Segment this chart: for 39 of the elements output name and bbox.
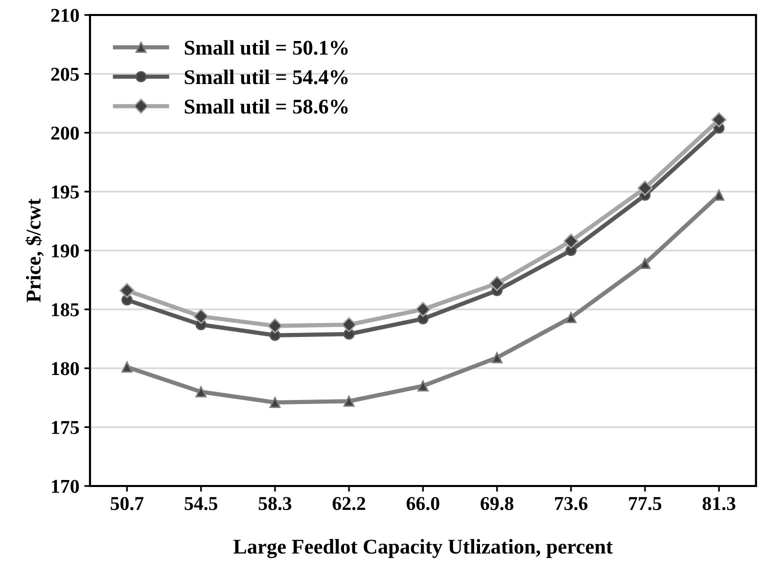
x-tick-label: 50.7 bbox=[110, 496, 144, 510]
y-tick-label: 200 bbox=[51, 126, 79, 140]
y-tick-label: 205 bbox=[51, 68, 79, 81]
y-tick-label: 175 bbox=[52, 421, 79, 434]
point bbox=[415, 302, 431, 317]
x-tick-label: 62.2 bbox=[332, 497, 366, 510]
y-tick-label: 195 bbox=[52, 185, 79, 199]
y-axis-title: Price, $/cwt bbox=[25, 198, 44, 302]
legend-label: Small util = 50.1% bbox=[184, 40, 348, 55]
point bbox=[565, 312, 577, 324]
point bbox=[341, 317, 357, 332]
point bbox=[637, 180, 653, 196]
point bbox=[269, 396, 281, 408]
point bbox=[193, 308, 209, 324]
point bbox=[119, 282, 135, 298]
x-tick-label: 77.5 bbox=[629, 497, 662, 510]
x-tick-label: 69.8 bbox=[480, 496, 514, 510]
point bbox=[121, 362, 133, 373]
y-tick-label: 170 bbox=[52, 480, 79, 493]
x-tick-label: 66.0 bbox=[406, 496, 440, 510]
x-tick-label: 81.3 bbox=[702, 496, 736, 510]
point bbox=[711, 112, 727, 128]
x-axis-title: Large Feedlot Capacity Utlization, percent bbox=[233, 539, 613, 558]
x-tick-label: 73.6 bbox=[555, 497, 588, 510]
y-tick-label: 185 bbox=[52, 303, 79, 316]
x-tick-label: 58.3 bbox=[258, 496, 292, 510]
point bbox=[267, 318, 283, 334]
y-tick-label: 180 bbox=[52, 362, 79, 376]
legend-label: Small util = 58.6% bbox=[184, 99, 348, 114]
point bbox=[489, 276, 505, 292]
x-tick-label: 54.5 bbox=[184, 497, 218, 510]
point bbox=[491, 352, 503, 364]
legend-label: Small util = 54.4% bbox=[184, 70, 348, 84]
point bbox=[563, 234, 579, 249]
point bbox=[195, 386, 207, 398]
y-tick-label: 190 bbox=[52, 244, 79, 258]
y-tick-label: 210 bbox=[51, 8, 79, 22]
point bbox=[417, 380, 429, 392]
point bbox=[343, 396, 355, 407]
